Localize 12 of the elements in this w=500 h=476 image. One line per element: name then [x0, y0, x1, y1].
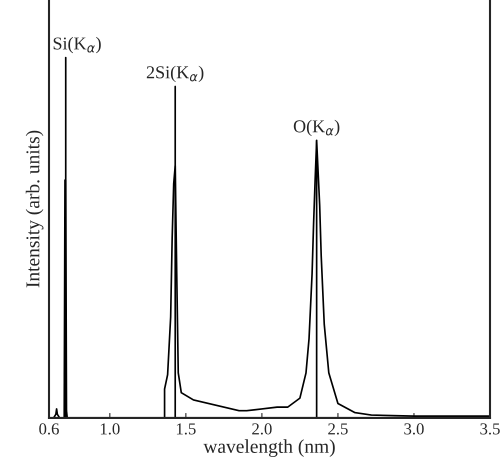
y-axis-title: Intensity (arb. units) — [26, 130, 44, 288]
x-tick-label: 0.6 — [39, 423, 59, 435]
x-tick-label: 2.5 — [328, 423, 348, 435]
x-tick-label: 3.0 — [404, 423, 424, 435]
x-tick-label: 1.0 — [100, 423, 120, 435]
x-axis-title: wavelength (nm) — [203, 439, 335, 457]
annotation: 2Si(K$_{α}$) — [146, 66, 204, 82]
x-tick-label: 3.5 — [480, 423, 500, 435]
x-tick-label: 2.0 — [252, 423, 272, 435]
annotation: Si(K$_{α}$) — [54, 36, 101, 54]
annotation: O(K$_{α}$) — [294, 120, 340, 136]
x-tick-label: 1.5 — [176, 423, 196, 435]
